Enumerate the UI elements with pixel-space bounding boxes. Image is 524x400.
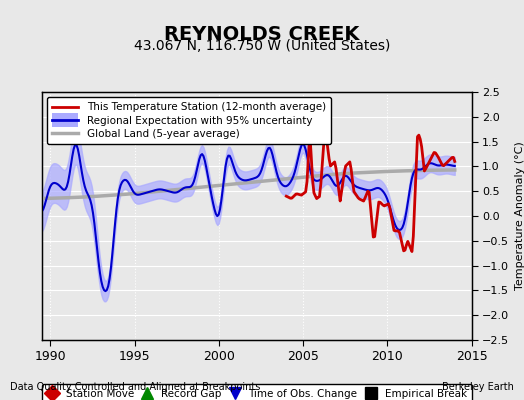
Text: 43.067 N, 116.750 W (United States): 43.067 N, 116.750 W (United States) xyxy=(134,39,390,53)
Text: Data Quality Controlled and Aligned at Breakpoints: Data Quality Controlled and Aligned at B… xyxy=(10,382,261,392)
Text: Berkeley Earth: Berkeley Earth xyxy=(442,382,514,392)
Text: REYNOLDS CREEK: REYNOLDS CREEK xyxy=(165,24,359,44)
Legend: Station Move, Record Gap, Time of Obs. Change, Empirical Break: Station Move, Record Gap, Time of Obs. C… xyxy=(42,384,472,400)
Y-axis label: Temperature Anomaly (°C): Temperature Anomaly (°C) xyxy=(515,142,524,290)
